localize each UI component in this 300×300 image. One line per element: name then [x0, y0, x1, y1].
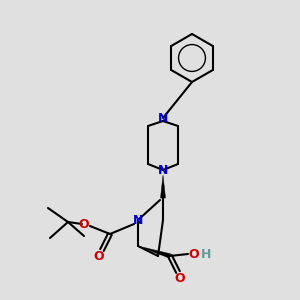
- Text: O: O: [94, 250, 104, 263]
- Polygon shape: [138, 246, 171, 258]
- Text: N: N: [133, 214, 143, 226]
- Text: H: H: [201, 248, 211, 260]
- Text: O: O: [79, 218, 89, 230]
- Text: O: O: [189, 248, 199, 260]
- Text: N: N: [158, 112, 168, 124]
- Text: O: O: [175, 272, 185, 286]
- Polygon shape: [160, 175, 166, 198]
- Text: N: N: [158, 164, 168, 176]
